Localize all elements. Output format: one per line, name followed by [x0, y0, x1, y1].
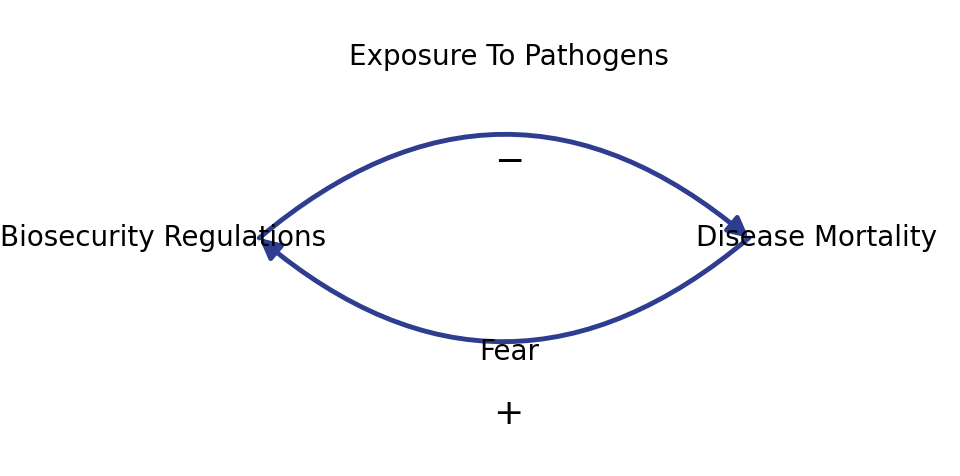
Text: +: +	[493, 397, 524, 431]
FancyArrowPatch shape	[259, 134, 745, 238]
Text: Fear: Fear	[479, 338, 539, 366]
Text: Biosecurity Regulations: Biosecurity Regulations	[0, 224, 326, 252]
Text: Exposure To Pathogens: Exposure To Pathogens	[348, 43, 669, 71]
Text: Disease Mortality: Disease Mortality	[695, 224, 937, 252]
FancyArrowPatch shape	[263, 238, 749, 342]
Text: −: −	[493, 145, 524, 179]
